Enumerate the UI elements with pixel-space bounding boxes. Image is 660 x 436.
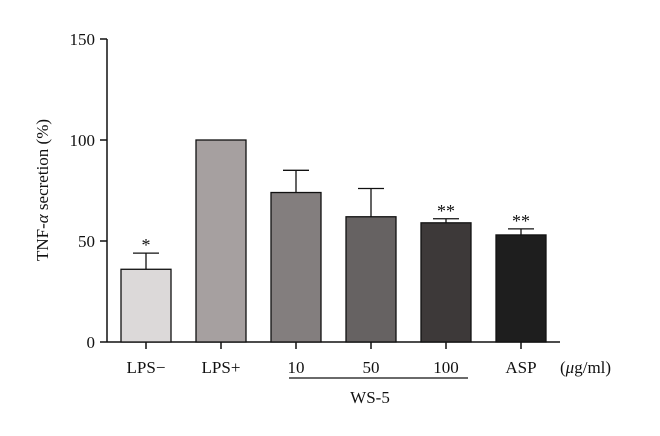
x-unit-label: (μg/ml) <box>560 358 611 377</box>
category-label: 50 <box>363 358 380 377</box>
category-label: 10 <box>288 358 305 377</box>
y-axis: 0 50 100 150 <box>70 30 108 352</box>
group-label: WS-5 <box>350 388 390 407</box>
bar <box>345 216 397 343</box>
y-tick-label: 0 <box>87 333 96 352</box>
y-tick-label: 50 <box>78 232 95 251</box>
bars <box>120 139 547 343</box>
y-tick-label: 100 <box>70 131 96 150</box>
x-axis <box>107 341 560 349</box>
category-label: 100 <box>433 358 459 377</box>
significance-label: ** <box>437 201 455 221</box>
category-label: LPS− <box>127 358 166 377</box>
bar <box>120 268 172 343</box>
y-tick-label: 150 <box>70 30 96 49</box>
bar <box>195 139 247 343</box>
significance-label: * <box>142 235 151 255</box>
category-labels: LPS− LPS+ 10 50 100 ASP <box>127 358 537 377</box>
significance-label: ** <box>512 211 530 231</box>
bar <box>270 191 322 343</box>
y-axis-label: TNF-α secretion (%) <box>33 119 52 261</box>
bar <box>420 222 472 343</box>
significance-markers: ***** <box>142 201 531 255</box>
bar <box>495 234 547 343</box>
category-label: LPS+ <box>202 358 241 377</box>
category-label: ASP <box>505 358 536 377</box>
error-bars <box>133 169 534 270</box>
